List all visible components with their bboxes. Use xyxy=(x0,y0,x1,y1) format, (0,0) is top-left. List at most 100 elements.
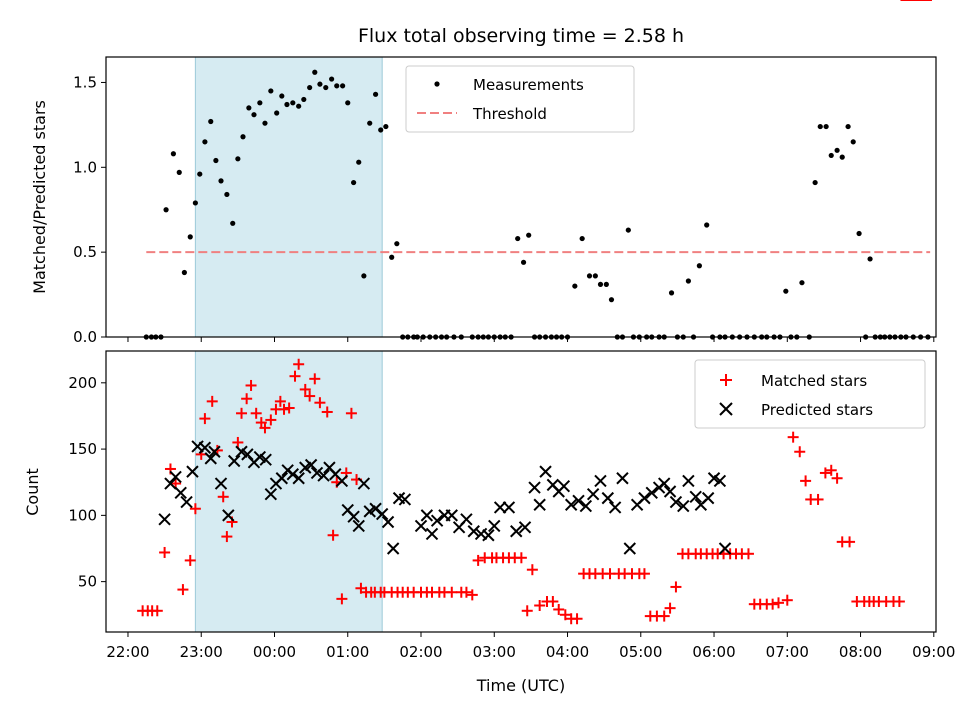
matched-star-point xyxy=(221,531,233,543)
predicted-star-point xyxy=(467,525,480,538)
matched-star-point xyxy=(184,554,196,566)
top-y-tick-label: 1.0 xyxy=(73,158,97,176)
bottom-axes-frame xyxy=(105,350,937,633)
matched-star-point xyxy=(521,605,533,617)
matched-star-point xyxy=(534,599,546,611)
predicted-star-point xyxy=(572,494,585,507)
predicted-star-point xyxy=(445,509,458,522)
measurement-point xyxy=(274,110,280,116)
measurement-point xyxy=(856,230,862,237)
matched-star-point xyxy=(767,598,779,610)
predicted-star-point xyxy=(222,509,235,522)
x-tick-label: 00:00 xyxy=(253,643,296,661)
predicted-star-point xyxy=(286,468,300,481)
measurement-point xyxy=(850,139,856,145)
x-tick-label: 04:00 xyxy=(546,643,589,661)
measurement-point xyxy=(586,273,593,279)
predicted-star-point xyxy=(482,529,495,542)
legend-measurements-label: Measurements xyxy=(473,76,584,94)
measurement-point xyxy=(317,81,323,87)
measurement-point xyxy=(783,288,789,294)
bottom-legend-box xyxy=(694,359,926,429)
count-panel: 22:00 23:00 00:00 01:00 02:00 03:00 04:00 05:00… xyxy=(23,0,955,695)
predicted-star-point xyxy=(638,491,651,505)
matched-star-point xyxy=(781,594,793,606)
measurement-point xyxy=(867,256,873,262)
measurement-points xyxy=(143,69,931,340)
matched-star-point xyxy=(800,475,812,487)
measurement-point xyxy=(230,220,236,226)
matched-star-point xyxy=(189,503,201,515)
top-y-tick-label: 0.0 xyxy=(73,328,97,346)
predicted-star-point xyxy=(158,513,171,526)
predicted-star-point xyxy=(420,509,434,522)
measurement-point xyxy=(361,273,367,279)
bottom-x-ticks: 22:00 23:00 00:00 01:00 02:00 03:00 04:00 05:00… xyxy=(106,632,955,661)
top-axes-frame xyxy=(105,56,937,338)
measurement-point xyxy=(817,123,823,130)
predicted-star-point xyxy=(528,481,541,494)
predicted-star-point xyxy=(227,454,241,468)
predicted-star-point xyxy=(335,474,349,488)
predicted-star-point xyxy=(682,474,695,488)
measurement-point xyxy=(520,259,527,265)
measurement-point xyxy=(383,123,389,130)
measurement-point xyxy=(334,83,340,89)
matched-star-point xyxy=(250,407,262,419)
measurement-point xyxy=(345,100,351,106)
measurement-point xyxy=(240,134,246,140)
predicted-star-point xyxy=(208,445,221,458)
matched-star-point xyxy=(327,529,339,541)
measurement-point xyxy=(367,120,373,126)
x-tick-label: 03:00 xyxy=(473,643,516,661)
measurement-point xyxy=(251,112,257,118)
predicted-star-point xyxy=(214,477,228,490)
top-x-ticks xyxy=(127,337,935,342)
measurement-point xyxy=(603,281,609,287)
matched-star-point xyxy=(232,436,244,448)
measurement-point xyxy=(625,227,631,233)
predicted-star-point xyxy=(352,519,365,533)
measurement-point xyxy=(257,100,263,106)
measurement-point xyxy=(187,234,193,240)
predicted-star-point xyxy=(557,479,571,493)
measurement-point xyxy=(812,179,818,186)
matched-star-point xyxy=(547,596,559,608)
top-y-axis-label: Matched/Predicted stars xyxy=(30,100,49,294)
predicted-star-point xyxy=(180,495,193,509)
matched-star-point xyxy=(283,402,295,414)
predicted-star-point xyxy=(677,499,690,513)
measurement-point xyxy=(572,283,578,289)
predicted-star-point xyxy=(689,490,702,504)
matched-star-point xyxy=(460,586,472,598)
predicted-star-point xyxy=(539,465,552,478)
predicted-star-point xyxy=(275,472,289,485)
predicted-star-point xyxy=(713,474,727,488)
x-tick-label: 06:00 xyxy=(692,643,735,661)
top-legend-box xyxy=(405,65,635,133)
matched-star-point xyxy=(664,602,676,614)
measurement-point xyxy=(301,96,307,103)
legend-matched-label: Matched stars xyxy=(761,372,867,390)
matched-star-point xyxy=(794,446,806,458)
measurement-point xyxy=(340,83,346,89)
matched-star-point xyxy=(199,413,211,425)
matched-star-point xyxy=(245,379,257,391)
measurement-point xyxy=(202,139,208,145)
matched-star-point xyxy=(206,395,218,407)
legend-threshold-label: Threshold xyxy=(472,105,547,123)
matched-star-point xyxy=(274,395,286,407)
predicted-star-point xyxy=(645,486,658,500)
predicted-star-point xyxy=(414,519,428,533)
matched-star-point xyxy=(819,467,831,479)
predicted-star-point xyxy=(488,519,501,533)
predicted-star-point xyxy=(623,542,636,555)
predicted-star-point xyxy=(533,498,546,511)
measurement-point xyxy=(515,235,521,242)
bottom-y-tick-label: 150 xyxy=(68,440,97,458)
predicted-star-point xyxy=(718,542,732,555)
predicted-star-point xyxy=(259,453,272,466)
matched-star-point xyxy=(472,554,484,566)
bottom-y-tick-label: 200 xyxy=(68,374,97,392)
x-tick-label: 05:00 xyxy=(619,643,662,661)
